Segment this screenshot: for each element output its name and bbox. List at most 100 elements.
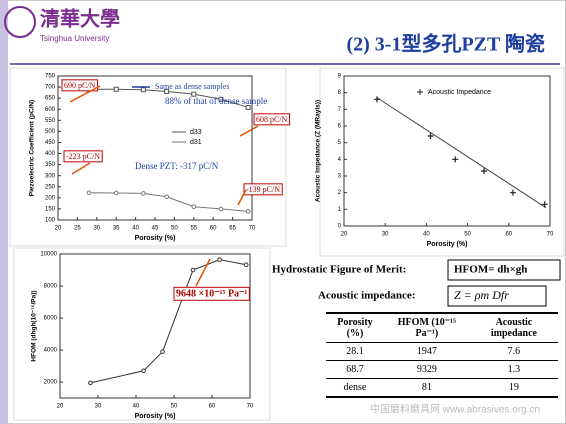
x-tick-label: 20	[341, 232, 348, 238]
x-tick-label: 40	[133, 404, 140, 410]
x-axis-label: Porosity (%)	[427, 241, 468, 248]
y-tick-label: 9	[338, 74, 342, 80]
annotation-arrow	[239, 125, 259, 137]
x-tick-label: 70	[249, 226, 256, 232]
point	[191, 91, 197, 97]
y-tick-label: 700	[45, 85, 56, 91]
x-tick-label: 55	[190, 226, 197, 232]
annotation: Same as dense samples	[155, 82, 229, 91]
y-tick-label: 300	[45, 173, 56, 179]
annotation-arrow	[195, 258, 211, 287]
y-tick-label: 500	[45, 129, 56, 135]
cell: 68.7	[326, 360, 384, 379]
side-band	[0, 0, 8, 424]
annotation: 690 pC/N	[64, 81, 96, 90]
x-tick-label: 50	[171, 404, 178, 410]
y-tick-label: 350	[45, 162, 56, 168]
legend-label: d33	[190, 129, 202, 136]
point	[452, 156, 459, 163]
point	[541, 201, 548, 208]
y-tick-label: 8	[338, 90, 342, 96]
plot-area	[59, 253, 251, 399]
annotation: 9648 ×10⁻¹⁵ Pa⁻¹	[176, 288, 247, 299]
point	[373, 96, 380, 103]
point	[86, 190, 92, 196]
x-tick-label: 20	[55, 226, 62, 232]
y-tick-label: 8000	[44, 284, 58, 290]
point	[113, 190, 119, 196]
point	[481, 168, 488, 174]
chart-panel	[9, 67, 287, 247]
chart-panel	[319, 67, 565, 257]
x-axis-label: Porosity (%)	[135, 413, 176, 420]
logo-seal	[4, 6, 36, 38]
point	[191, 204, 197, 210]
point	[190, 267, 196, 273]
x-tick-label: 30	[95, 404, 102, 410]
cell: 1.3	[469, 360, 558, 379]
data-table: Porosity (%) HFOM (10⁻¹⁵ Pa⁻¹) Acoustic im…	[326, 312, 558, 398]
y-tick-label: 1	[338, 207, 342, 213]
annotation: 608 pC/N	[256, 115, 288, 124]
y-tick-label: 10000	[40, 252, 57, 258]
logo-text: 清華大學	[40, 6, 120, 30]
point	[243, 262, 249, 268]
cell: 81	[383, 378, 470, 398]
y-tick-label: 6	[338, 124, 342, 130]
x-tick-label: 60	[505, 232, 512, 238]
x-tick-label: 20	[57, 404, 64, 410]
y-tick-label: 450	[45, 140, 56, 146]
x-tick-label: 30	[93, 226, 100, 232]
legend-label: d31	[190, 139, 202, 146]
annotation-box	[253, 113, 291, 126]
point	[245, 104, 251, 110]
slide-title: (2) 3-1型多孔PZT 陶瓷	[346, 32, 545, 56]
point	[141, 191, 146, 196]
x-tick-label: 35	[113, 226, 120, 232]
y-tick-label: 200	[45, 195, 56, 201]
point	[113, 86, 119, 92]
annotation: -139 pC/N	[246, 185, 280, 194]
y-tick-label: 650	[45, 96, 56, 102]
y-tick-label: 2000	[44, 380, 58, 386]
point	[427, 133, 434, 139]
cell: dense	[326, 378, 384, 398]
y-tick-label: 2	[338, 190, 342, 196]
annotation-box	[61, 79, 99, 92]
header-cell: Acoustic impedance	[469, 312, 558, 343]
point	[164, 194, 169, 200]
y-tick-label: 750	[45, 74, 56, 80]
formula: Z = ρm Dfr	[454, 288, 509, 302]
table-row: 28.1 1947 7.6	[326, 342, 558, 361]
point	[140, 87, 146, 93]
y-tick-label: 4000	[44, 348, 58, 354]
x-tick-label: 45	[152, 226, 159, 232]
x-tick-label: 70	[247, 404, 254, 410]
annotation: 88% of that of dense sample	[165, 96, 267, 106]
x-tick-label: 30	[382, 232, 389, 238]
x-tick-label: 40	[423, 232, 430, 238]
point	[218, 96, 224, 102]
x-tick-label: 60	[210, 226, 217, 232]
y-tick-label: 100	[45, 218, 56, 224]
watermark: 中国磨料磨具网 www.abrasives.org.cn	[370, 403, 540, 416]
point	[164, 89, 170, 95]
x-tick-label: 25	[74, 226, 81, 232]
y-axis-label: Piezoelectric Coefficient (pC/N)	[29, 100, 36, 196]
y-tick-label: 600	[45, 107, 56, 113]
y-tick-label: 400	[45, 151, 56, 157]
legend-marker	[417, 89, 423, 95]
x-tick-label: 65	[229, 226, 236, 232]
trend-line	[376, 97, 547, 209]
y-tick-label: 7	[338, 107, 342, 113]
y-tick-label: 5	[338, 140, 342, 146]
formula-box	[447, 259, 561, 281]
formula: HFOM= dh×gh	[454, 264, 527, 276]
chart-panel	[13, 247, 271, 421]
point	[88, 380, 93, 386]
annotation-box	[63, 150, 103, 163]
annotation-arrow	[69, 85, 101, 103]
x-tick-label: 60	[209, 404, 216, 410]
